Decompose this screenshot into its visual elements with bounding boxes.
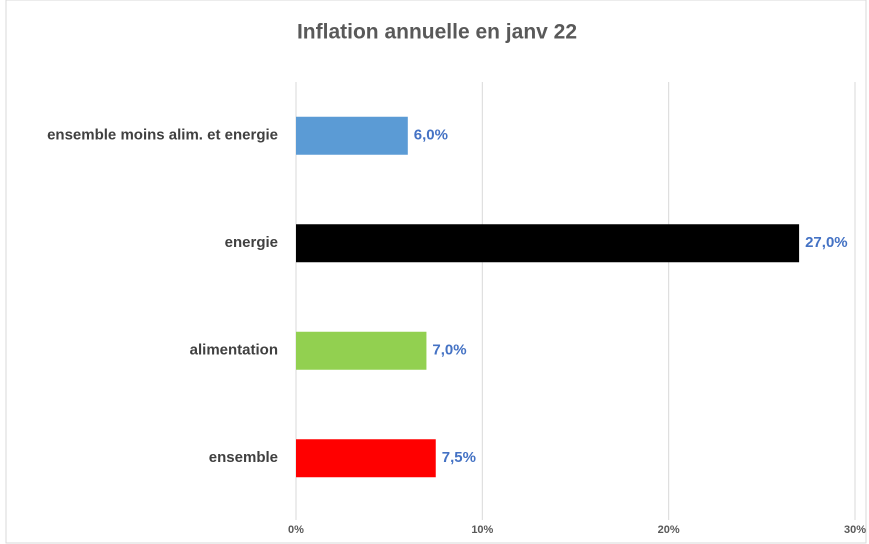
x-tick-label: 0% [288, 524, 304, 536]
bar [296, 331, 427, 370]
x-tick-label: 20% [658, 524, 680, 536]
y-tick-label: energie [225, 234, 278, 251]
chart-frame [5, 0, 867, 544]
value-label: 7,5% [442, 449, 476, 466]
bar [296, 439, 436, 478]
y-tick-label: alimentation [190, 342, 278, 359]
value-label: 7,0% [432, 342, 466, 359]
chart-title: Inflation annuelle en janv 22 [297, 21, 577, 44]
x-tick-label: 10% [471, 524, 493, 536]
bar [296, 116, 408, 155]
x-tick-label: 30% [844, 524, 866, 536]
y-tick-label: ensemble [209, 449, 278, 466]
value-label: 6,0% [414, 127, 448, 144]
bar [296, 224, 800, 263]
value-label: 27,0% [805, 234, 848, 251]
y-tick-label: ensemble moins alim. et energie [47, 127, 278, 144]
